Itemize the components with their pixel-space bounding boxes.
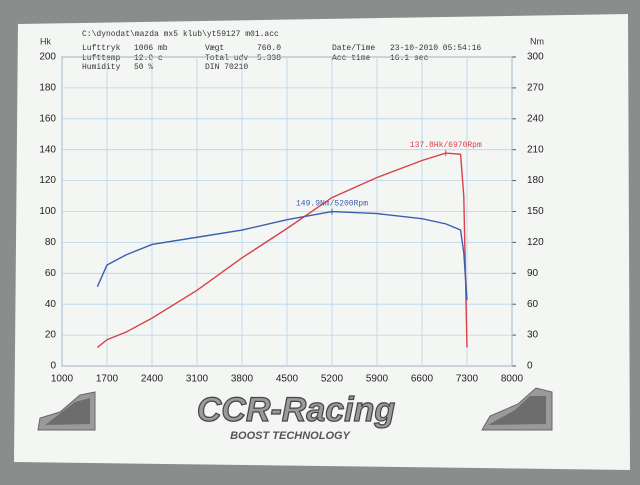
info-label: Total udv: [205, 54, 248, 63]
y-tick-label: 0: [50, 361, 56, 372]
y-tick-label: 60: [45, 268, 57, 279]
x-tick-label: 1700: [96, 374, 119, 385]
y2-tick-label: 60: [527, 299, 539, 310]
info-value: 5.338: [257, 54, 281, 63]
info-value: 760.0: [257, 44, 281, 53]
y2-tick-label: 0: [527, 361, 533, 372]
logo-graph-left: [37, 391, 96, 431]
annotation: 137.8Hk/6970Rpm: [410, 141, 482, 150]
x-tick-label: 7300: [456, 374, 479, 385]
logo: CCR-Racing: [197, 391, 396, 429]
info-label: Date/Time: [332, 44, 375, 53]
x-tick-label: 1000: [51, 374, 74, 385]
y-tick-label: 200: [39, 52, 56, 63]
y2-axis-title: Nm: [530, 36, 544, 46]
y2-tick-label: 210: [527, 144, 544, 155]
file-path: C:\dynodat\mazda mx5 klub\yt59127 m01.ac…: [82, 30, 279, 39]
logo-graph-right: [481, 387, 553, 431]
y2-tick-label: 90: [527, 268, 539, 279]
info-label: Lufttryk: [82, 44, 121, 53]
y2-tick-label: 180: [527, 175, 544, 186]
y-tick-label: 20: [45, 330, 57, 341]
x-tick-label: 3800: [231, 374, 254, 385]
x-tick-label: 6600: [411, 374, 434, 385]
y-tick-label: 100: [39, 206, 56, 217]
y-tick-label: 80: [45, 237, 57, 248]
x-tick-label: 5900: [366, 374, 389, 385]
y2-tick-label: 240: [527, 113, 544, 124]
info-value: 12.0 c: [134, 54, 163, 63]
info-value: 1006 mb: [134, 44, 168, 53]
series-line: [96, 210, 468, 301]
info-label: Acc time: [332, 54, 371, 63]
y2-tick-label: 270: [527, 83, 544, 94]
info-label: Lufttemp: [82, 54, 121, 63]
y2-tick-label: 120: [527, 237, 544, 248]
annotation: 149.9Nm/5200Rpm: [296, 200, 368, 209]
x-tick-label: 3100: [186, 374, 209, 385]
y-tick-label: 40: [45, 299, 57, 310]
y-tick-label: 160: [39, 113, 56, 124]
info-label: Vægt: [205, 44, 224, 53]
y-tick-label: 180: [39, 83, 56, 94]
y2-tick-label: 300: [527, 52, 544, 63]
logo-subtitle: BOOST TECHNOLOGY: [230, 430, 351, 442]
y-tick-label: 120: [39, 175, 56, 186]
info-value: 23-10-2010 05:54:16: [390, 44, 481, 53]
info-value: 50 %: [134, 63, 153, 72]
x-tick-label: 5200: [321, 374, 344, 385]
y-axis-title: Hk: [40, 36, 51, 46]
x-tick-label: 4500: [276, 374, 299, 385]
y-tick-label: 140: [39, 144, 56, 155]
x-tick-label: 8000: [501, 374, 524, 385]
info-label: Humidity: [82, 63, 121, 72]
x-tick-label: 2400: [141, 374, 164, 385]
info-value: 16.1 sec: [390, 54, 429, 63]
series-line: [96, 152, 468, 349]
y2-tick-label: 30: [527, 330, 539, 341]
y2-tick-label: 150: [527, 206, 544, 217]
info-label: DIN 70210: [205, 63, 248, 72]
